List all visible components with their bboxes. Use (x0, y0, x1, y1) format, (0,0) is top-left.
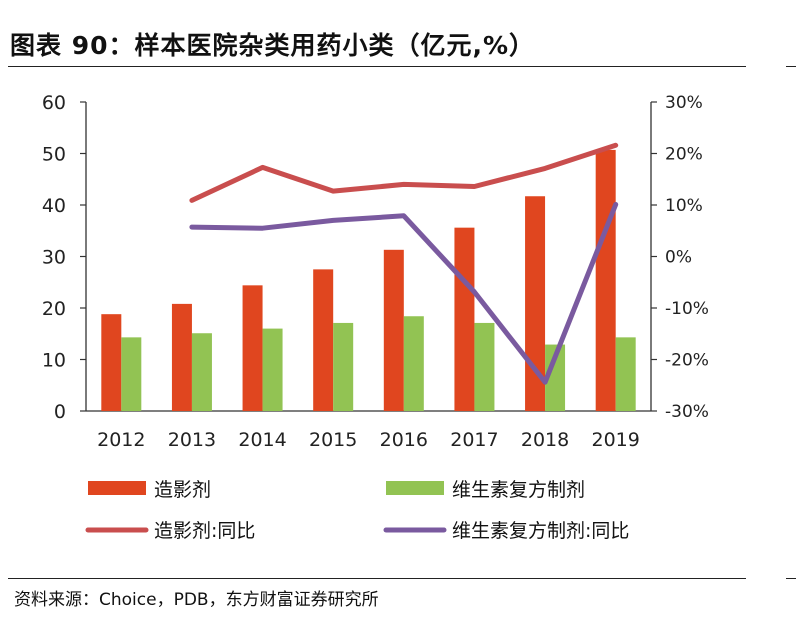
right-tick-label: 10% (665, 196, 703, 216)
bar-vitamin-2012 (121, 337, 142, 411)
legend-swatch-1 (386, 481, 444, 495)
left-tick-label: 40 (42, 195, 66, 217)
right-tick-label: -30% (665, 402, 709, 422)
x-tick-label: 2018 (521, 429, 569, 451)
left-tick-label: 10 (42, 350, 66, 372)
x-tick-label: 2013 (168, 429, 216, 451)
bar-contrast-2014 (242, 285, 263, 411)
bar-contrast-2017 (454, 227, 475, 411)
bar-vitamin-2017 (474, 322, 495, 411)
left-tick-label: 20 (42, 298, 66, 320)
x-tick-label: 2019 (592, 429, 640, 451)
left-tick-label: 30 (42, 247, 66, 269)
chart-title: 图表 90：样本医院杂类用药小类（亿元,%） (10, 31, 536, 60)
line-contrast-yoy (189, 142, 619, 203)
legend-label-0: 造影剂 (154, 479, 211, 501)
title-rule-stub (786, 66, 796, 67)
bar-vitamin-2018 (545, 344, 566, 411)
bar-vitamin-2015 (333, 322, 354, 411)
x-tick-label: 2014 (238, 429, 286, 451)
legend-label-3: 维生素复方制剂:同比 (452, 520, 629, 542)
bar-vitamin-2019 (615, 337, 636, 411)
right-tick-label: -20% (665, 351, 709, 371)
bar-vitamin-2016 (403, 316, 424, 411)
x-tick-label: 2016 (380, 429, 428, 451)
line-vitamin-yoy (189, 202, 619, 385)
left-tick-label: 0 (54, 401, 66, 423)
bar-contrast-2016 (383, 249, 404, 411)
x-tick-label: 2017 (450, 429, 498, 451)
title-rule (8, 66, 746, 67)
x-tick-label: 2015 (309, 429, 357, 451)
left-tick-label: 60 (42, 92, 66, 114)
bar-contrast-2013 (171, 303, 192, 411)
source-rule-stub (786, 578, 796, 579)
x-tick-label: 2012 (97, 429, 145, 451)
legend-label-2: 造影剂:同比 (154, 520, 255, 542)
bar-contrast-2018 (525, 196, 546, 411)
source-note: 资料来源：Choice，PDB，东方财富证券研究所 (14, 590, 379, 610)
bar-vitamin-2013 (191, 333, 212, 411)
right-tick-label: 0% (665, 248, 692, 268)
source-rule (8, 578, 746, 579)
legend-swatch-0 (88, 481, 146, 495)
bar-contrast-2012 (101, 314, 122, 411)
right-tick-label: -10% (665, 299, 709, 319)
bar-contrast-2019 (595, 149, 616, 411)
bar-vitamin-2014 (262, 328, 283, 411)
bar-contrast-2015 (313, 269, 334, 411)
left-tick-label: 50 (42, 144, 66, 166)
right-tick-label: 30% (665, 93, 703, 113)
right-tick-label: 20% (665, 145, 703, 165)
legend-label-1: 维生素复方制剂 (452, 479, 585, 501)
